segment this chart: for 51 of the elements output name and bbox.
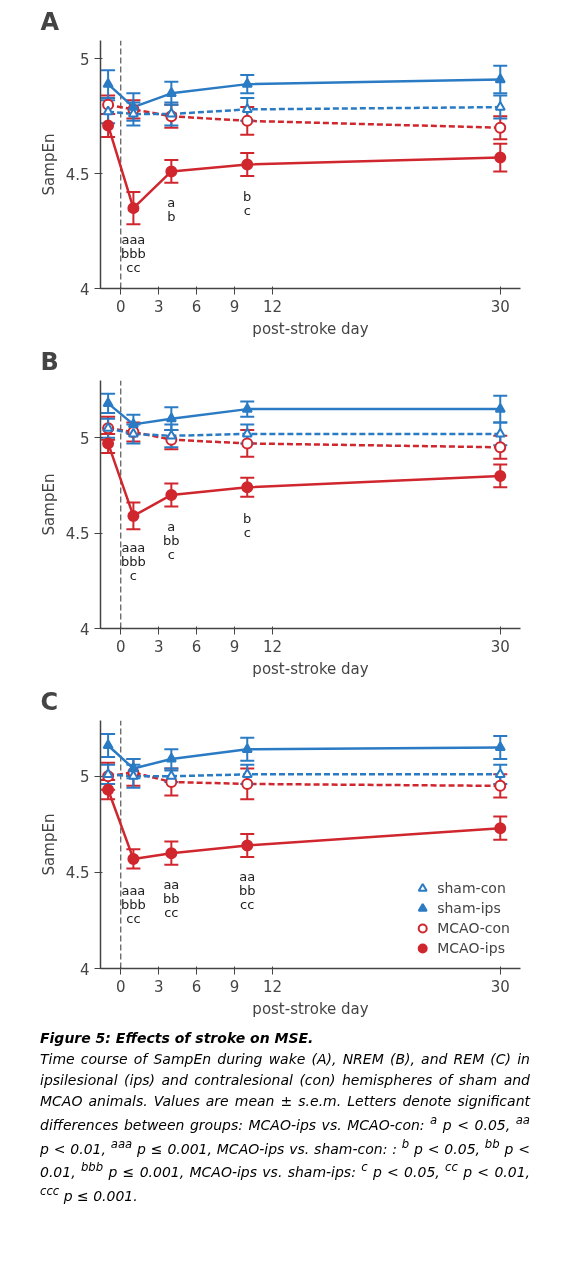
y-tick-label: 4 (79, 960, 90, 979)
y-axis-title: SampEn (39, 133, 58, 196)
y-tick-label: 5 (79, 429, 90, 448)
x-tick-label: 0 (115, 297, 126, 316)
y-axis-title: SampEn (39, 473, 58, 536)
x-tick-label: 30 (490, 637, 510, 656)
annotation: aaa bbb c (121, 539, 146, 583)
x-axis-title: post-stroke day (252, 999, 369, 1018)
text: Time course of SampEn during wake (A), NREM (B), and REM (C) in ipsilesional (ips) and contralesional (con) hemispheres of sham and MCAO animals. Values are mean ± s.e.m. Letters denote significant differences between groups: MCAO-ips vs. MCAO-con: $^{a}$ p < 0.05, $^{aa}$ p < 0.01, $^{aaa}$ p ≤ 0.001, MCAO-ips vs. sham-con: : $^{b}$ p < 0.05, $^{bb}$ p < 0.01, $^{bbb}$ p ≤ 0.001, MCAO-ips vs. sham-ips: $^{c}$ p < 0.05, $^{cc}$ p < 0.01, $^{ccc}$ p ≤ 0.001. (40, 1051, 531, 1204)
x-tick-label: 12 (263, 297, 283, 316)
x-tick-label: 9 (229, 637, 240, 656)
y-tick-label: 4.5 (65, 864, 90, 883)
y-tick-label: 4.5 (65, 525, 90, 544)
annotation: aa bb cc (239, 869, 256, 913)
y-tick-label: 5 (79, 768, 90, 787)
x-tick-label: 0 (115, 637, 126, 656)
x-tick-label: 6 (191, 637, 202, 656)
y-tick-label: 4.5 (65, 165, 90, 184)
x-tick-label: 3 (153, 977, 164, 996)
legend-label: sham-ips (437, 899, 501, 918)
x-tick-label: 12 (263, 637, 283, 656)
annotation: aaa bbb cc (121, 882, 146, 926)
annotation: b c (243, 511, 252, 541)
text: Figure 5: Effects of stroke on MSE. (40, 1030, 314, 1046)
annotation: a b (167, 195, 176, 225)
x-tick-label: 9 (229, 297, 240, 316)
x-tick-label: 0 (115, 977, 126, 996)
legend-label: sham-con (437, 879, 506, 898)
x-tick-label: 30 (490, 297, 510, 316)
x-axis-title: post-stroke day (252, 319, 369, 338)
chart-title: B (40, 347, 59, 376)
x-axis-title: post-stroke day (252, 659, 369, 678)
x-tick-label: 6 (191, 977, 202, 996)
legend-label: MCAO-con (437, 919, 510, 938)
legend-label: MCAO-ips (437, 939, 505, 958)
x-tick-label: 12 (263, 977, 283, 996)
annotation: b c (243, 188, 252, 218)
annotation: aa bb cc (163, 877, 180, 921)
y-tick-label: 5 (79, 50, 90, 69)
x-tick-label: 30 (490, 977, 510, 996)
chart-title: A (40, 7, 60, 36)
x-tick-label: 3 (153, 297, 164, 316)
chart-title: C (40, 687, 59, 716)
annotation: aaa bbb cc (121, 232, 146, 276)
y-tick-label: 4 (79, 620, 90, 639)
annotation: a bb c (163, 518, 180, 562)
y-axis-title: SampEn (39, 813, 58, 876)
x-tick-label: 6 (191, 297, 202, 316)
x-tick-label: 3 (153, 637, 164, 656)
y-tick-label: 4 (79, 280, 90, 299)
x-tick-label: 9 (229, 977, 240, 996)
